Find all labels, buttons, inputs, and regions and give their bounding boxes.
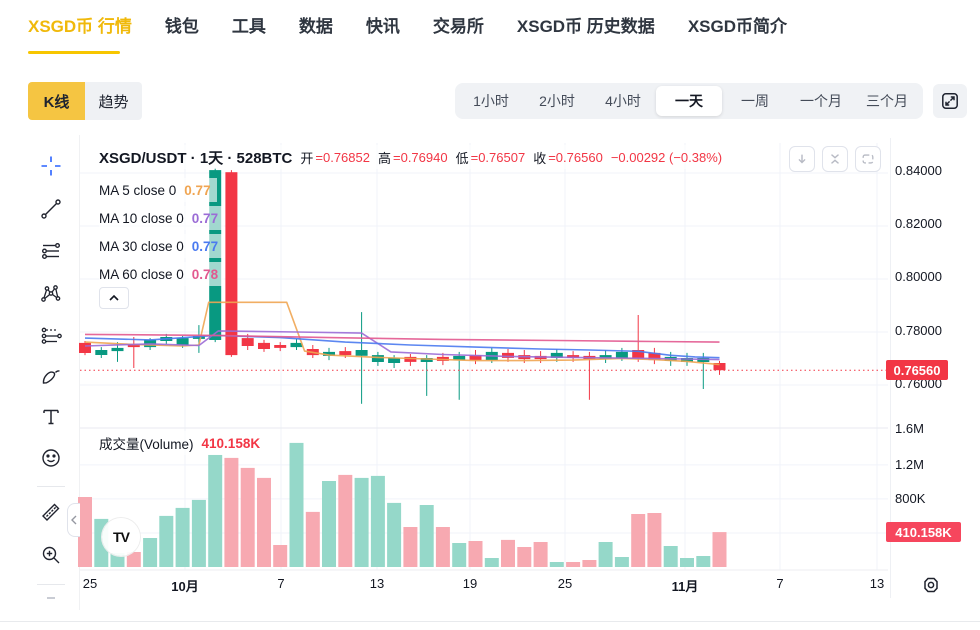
timeframe-group: 1小时 2小时 4小时 一天 一周 一个月 三个月	[455, 83, 923, 119]
high-label: 高	[377, 150, 391, 166]
time-tick: 19	[462, 576, 478, 591]
time-tick-november: 11月	[671, 579, 699, 594]
restore-frame-icon	[862, 154, 874, 164]
open-label: 开	[300, 150, 314, 166]
scroll-down-button[interactable]	[789, 146, 815, 172]
scroll-left-paddle[interactable]	[67, 503, 80, 537]
nav-item-xsgd-history[interactable]: XSGD币 历史数据	[516, 17, 655, 36]
chevron-up-icon	[109, 294, 119, 301]
time-tick: 13	[869, 576, 885, 591]
tf-4h[interactable]: 4小时	[605, 93, 641, 109]
trend-button[interactable]: 趋势	[85, 82, 142, 120]
close-value: =0.76560	[548, 149, 603, 165]
candlestick-volume-chart[interactable]	[0, 135, 980, 600]
time-tick: 13	[369, 576, 385, 591]
time-tick: 7	[277, 576, 285, 591]
volume-legend-row: 成交量(Volume) 410.158K	[99, 431, 267, 455]
fullscreen-button[interactable]	[933, 84, 967, 118]
volume-label: 成交量(Volume)	[99, 437, 194, 452]
toolbar-divider	[37, 486, 65, 487]
change-value: −0.00292 (−0.38%)	[610, 149, 723, 165]
zoom-in-tool-icon[interactable]	[40, 544, 62, 566]
magnet-tool-icon[interactable]	[47, 597, 55, 599]
collapse-icon	[831, 154, 839, 164]
chart-legend-row: XSGD/USDT · 1天 · 528BTC 开 =0.76852 高 =0.76…	[99, 145, 729, 169]
ma60-legend-row: MA 60 close 0 0.78	[99, 262, 225, 286]
volume-tick-800k: 800K	[895, 491, 926, 506]
time-tick-october: 10月	[171, 579, 199, 594]
fib-retracement-tool-icon[interactable]	[40, 240, 62, 262]
volume-value: 410.158K	[201, 435, 261, 451]
xabcd-pattern-tool-icon[interactable]	[40, 283, 62, 305]
ma10-value: 0.77	[191, 210, 219, 226]
tf-2h[interactable]: 2小时	[539, 93, 575, 109]
open-value: =0.76852	[315, 149, 370, 165]
nav-item-tools[interactable]: 工具	[231, 17, 266, 36]
expand-icon	[942, 93, 958, 109]
chevron-left-icon	[71, 515, 77, 525]
ma5-value: 0.77	[184, 182, 211, 198]
emoji-tool-icon[interactable]	[40, 447, 62, 469]
collapse-pane-button[interactable]	[822, 146, 848, 172]
projection-tool-icon[interactable]	[40, 325, 62, 347]
nav-item-data[interactable]: 数据	[298, 17, 333, 36]
trend-line-tool-icon[interactable]	[40, 198, 62, 220]
active-nav-underline	[28, 51, 120, 54]
toolbar-separator	[79, 135, 80, 610]
collapse-legend-button[interactable]	[99, 287, 129, 309]
ruler-tool-icon[interactable]	[40, 501, 62, 523]
tf-1d[interactable]: 一天	[656, 86, 722, 116]
tf-1m[interactable]: 一个月	[800, 93, 842, 109]
tradingview-logo[interactable]: TV	[102, 518, 140, 556]
low-value: =0.76507	[470, 149, 526, 165]
nav-item-xsgd-quotes[interactable]: XSGD币 行情	[28, 17, 132, 36]
toolbar-divider	[37, 584, 65, 585]
price-tick-078: 0.78000	[895, 323, 942, 338]
legend-buttons	[789, 146, 881, 172]
ma5-label: MA 5 close 0	[99, 182, 177, 198]
price-tick-084: 0.84000	[895, 163, 942, 178]
time-tick: 25	[82, 576, 98, 591]
top-nav: XSGD币 行情 钱包 工具 数据 快讯 交易所 XSGD币 历史数据 XSGD…	[28, 12, 787, 37]
tf-3m[interactable]: 三个月	[866, 93, 908, 109]
ma60-label: MA 60 close 0	[99, 266, 184, 282]
nav-item-news[interactable]: 快讯	[365, 17, 400, 36]
current-volume-badge: 410.158K	[886, 522, 961, 542]
ma10-label: MA 10 close 0	[99, 210, 184, 226]
ma5-legend-row: MA 5 close 0 0.77	[99, 178, 217, 202]
page-bottom-divider	[0, 621, 980, 622]
ma30-value: 0.77	[191, 238, 219, 254]
current-price-badge: 0.76560	[886, 360, 948, 380]
time-axis-settings-gear-icon[interactable]	[921, 575, 941, 595]
brush-tool-icon[interactable]	[40, 366, 62, 388]
crosshair-tool-icon[interactable]	[40, 155, 62, 177]
maximize-pane-button[interactable]	[855, 146, 881, 172]
ma30-legend-row: MA 30 close 0 0.77	[99, 234, 225, 258]
nav-item-xsgd-intro[interactable]: XSGD币简介	[687, 17, 787, 36]
tf-1h[interactable]: 1小时	[473, 93, 509, 109]
volume-tick-16m: 1.6M	[895, 421, 924, 436]
symbol-title: XSGD/USDT · 1天 · 528BTC	[99, 149, 293, 167]
close-label: 收	[533, 150, 547, 166]
arrow-down-icon	[798, 154, 806, 164]
tf-1w[interactable]: 一周	[741, 93, 769, 109]
ma60-value: 0.78	[191, 266, 219, 282]
ma10-legend-row: MA 10 close 0 0.77	[99, 206, 225, 230]
ma30-label: MA 30 close 0	[99, 238, 184, 254]
price-tick-082: 0.82000	[895, 216, 942, 231]
low-label: 低	[455, 150, 469, 166]
price-tick-080: 0.80000	[895, 269, 942, 284]
text-tool-icon[interactable]	[40, 406, 62, 428]
time-tick: 7	[776, 576, 784, 591]
high-value: =0.76940	[393, 149, 448, 165]
kline-button[interactable]: K线	[28, 82, 85, 120]
nav-item-wallet[interactable]: 钱包	[164, 17, 199, 36]
chart-type-toggle: K线 趋势	[28, 82, 142, 120]
volume-tick-12m: 1.2M	[895, 457, 924, 472]
time-tick: 25	[557, 576, 573, 591]
nav-item-exchanges[interactable]: 交易所	[432, 17, 484, 36]
